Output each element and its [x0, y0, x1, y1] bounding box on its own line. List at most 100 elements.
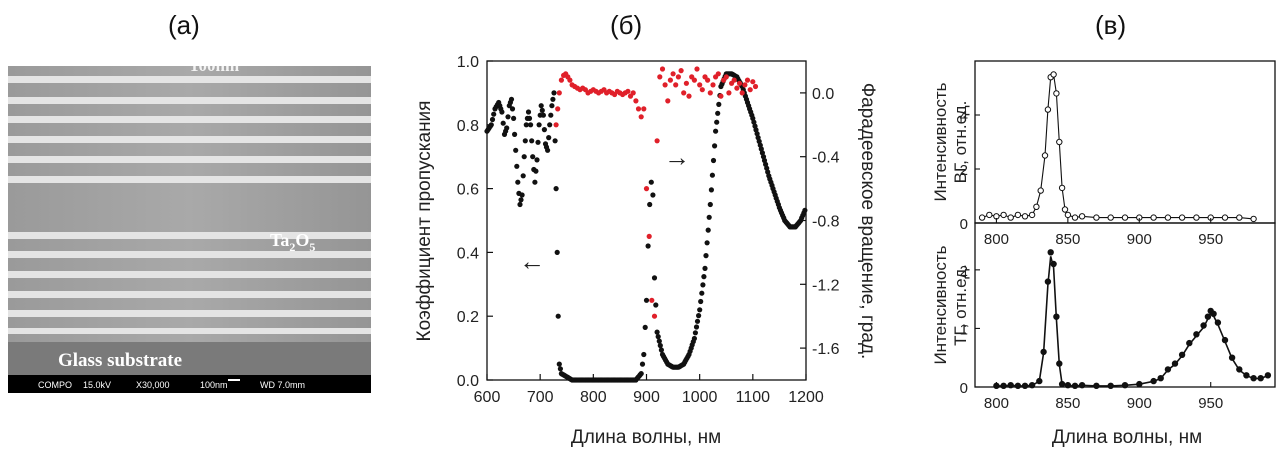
transmission-point [694, 318, 701, 324]
svg-text:15.0kV: 15.0kV [83, 380, 111, 390]
transmission-point [700, 282, 706, 288]
transmission-point [709, 172, 716, 178]
faraday-point [705, 77, 711, 83]
y-tick-label: 0.6 [457, 182, 479, 199]
faraday-point [625, 88, 631, 94]
transmission-point [691, 335, 698, 342]
faraday-point [665, 98, 671, 104]
x-tick-label: 1000 [682, 389, 718, 406]
y2-tick-label: -0.8 [812, 214, 840, 231]
transmission-point [639, 361, 646, 367]
faraday-point [736, 80, 743, 86]
faraday-point [734, 85, 740, 91]
transmission-point [716, 101, 722, 107]
sem-info-text: COMPO 15.0kV X30,000 100nm WD 7.0mm [38, 379, 305, 390]
y-tick-label: 0.8 [457, 118, 479, 135]
chart-b-y-ticks: 0.0 0.2 0.4 0.6 0.8 1.0 [457, 54, 493, 390]
transmission-point [556, 361, 562, 367]
transmission-point [535, 139, 541, 145]
y2-tick-label: -0.4 [812, 150, 840, 167]
transmission-point [648, 179, 654, 185]
faraday-point [742, 82, 748, 88]
faraday-point [649, 297, 655, 303]
transmission-point [554, 249, 560, 255]
faraday-point [641, 106, 647, 112]
x-tick-label: 800 [580, 389, 607, 406]
sem-info-bar [8, 375, 371, 393]
transmission-point [692, 330, 699, 336]
transmission-point [758, 146, 764, 152]
transmission-point [529, 138, 535, 144]
transmission-point [534, 157, 540, 163]
transmission-point [655, 334, 661, 340]
transmission-point [515, 179, 521, 185]
faraday-point [675, 74, 682, 80]
transmission-point [701, 274, 707, 280]
transmission-point [519, 192, 525, 198]
transmission-point [702, 265, 708, 271]
transmission-point [538, 103, 544, 109]
transmission-point [643, 297, 650, 303]
transmission-point [547, 122, 553, 128]
faraday-point [723, 74, 729, 80]
chart-b-y2label: Фарадеевское вращение, град. [857, 83, 878, 360]
transmission-point [697, 307, 703, 313]
transmission-point [499, 109, 505, 115]
faraday-point [654, 138, 660, 144]
faraday-point [731, 77, 737, 83]
faraday-point [630, 90, 636, 96]
transmission-point [522, 138, 528, 144]
transmission-point [693, 324, 700, 330]
transmission-point [521, 154, 527, 160]
svg-text:X30,000: X30,000 [136, 380, 170, 390]
faraday-point [643, 186, 650, 192]
x-tick-label: 1100 [736, 389, 771, 406]
transmission-point [704, 240, 710, 246]
transmission-point [656, 338, 662, 344]
svg-text:WD 7.0mm: WD 7.0mm [260, 380, 305, 390]
transmission-point [714, 119, 720, 125]
sem-image: 100nm Ta2O5 Glass substrate COMPO 15.0kV… [8, 66, 371, 393]
y2-tick-label: -1.6 [812, 341, 840, 358]
transmission-point [520, 173, 526, 179]
transmission-point [650, 192, 656, 198]
transmission-point [510, 115, 517, 121]
transmission-point [707, 201, 713, 208]
y-tick-label: 1.0 [457, 54, 479, 71]
transmission-point [549, 103, 555, 109]
faraday-point [707, 90, 713, 96]
faraday-point [694, 66, 700, 72]
faraday-point [744, 77, 751, 83]
transmission-point [706, 214, 712, 220]
chart-b-y2-ticks: 0.0 -0.4 -0.8 -1.2 -1.6 [800, 86, 840, 358]
transmission-point [751, 119, 757, 125]
panel-c-label: (в) [1095, 10, 1127, 40]
y-tick-label: 0.2 [457, 309, 479, 326]
transmission-point [703, 253, 709, 259]
x-tick-label: 700 [527, 389, 554, 406]
faraday-point [657, 74, 663, 80]
transmission-point [555, 313, 561, 319]
faraday-point [662, 82, 668, 88]
transmission-point [532, 179, 538, 185]
transmission-point [545, 147, 551, 153]
transmission-point [641, 351, 647, 358]
transmission-point [696, 313, 702, 319]
chart-b-right-arrow: → [664, 142, 690, 172]
transmission-point [518, 197, 524, 203]
chart-b-left-arrow: ← [519, 246, 545, 276]
chart-b-points [484, 66, 808, 383]
transmission-point [642, 324, 648, 330]
svg-text:100nm: 100nm [200, 380, 228, 390]
transmission-point [761, 157, 768, 164]
panel-a-label: (а) [168, 10, 200, 40]
transmission-point [557, 366, 564, 372]
faraday-point [678, 68, 684, 74]
transmission-point [645, 243, 651, 249]
faraday-point [750, 79, 756, 85]
faraday-point [553, 122, 559, 128]
faraday-point [747, 87, 753, 93]
faraday-point [667, 77, 674, 83]
x-tick-label: 600 [474, 389, 501, 406]
transmission-point [551, 90, 557, 96]
